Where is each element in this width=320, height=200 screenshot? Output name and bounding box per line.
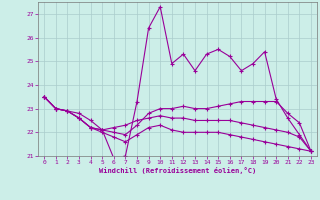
X-axis label: Windchill (Refroidissement éolien,°C): Windchill (Refroidissement éolien,°C) — [99, 167, 256, 174]
